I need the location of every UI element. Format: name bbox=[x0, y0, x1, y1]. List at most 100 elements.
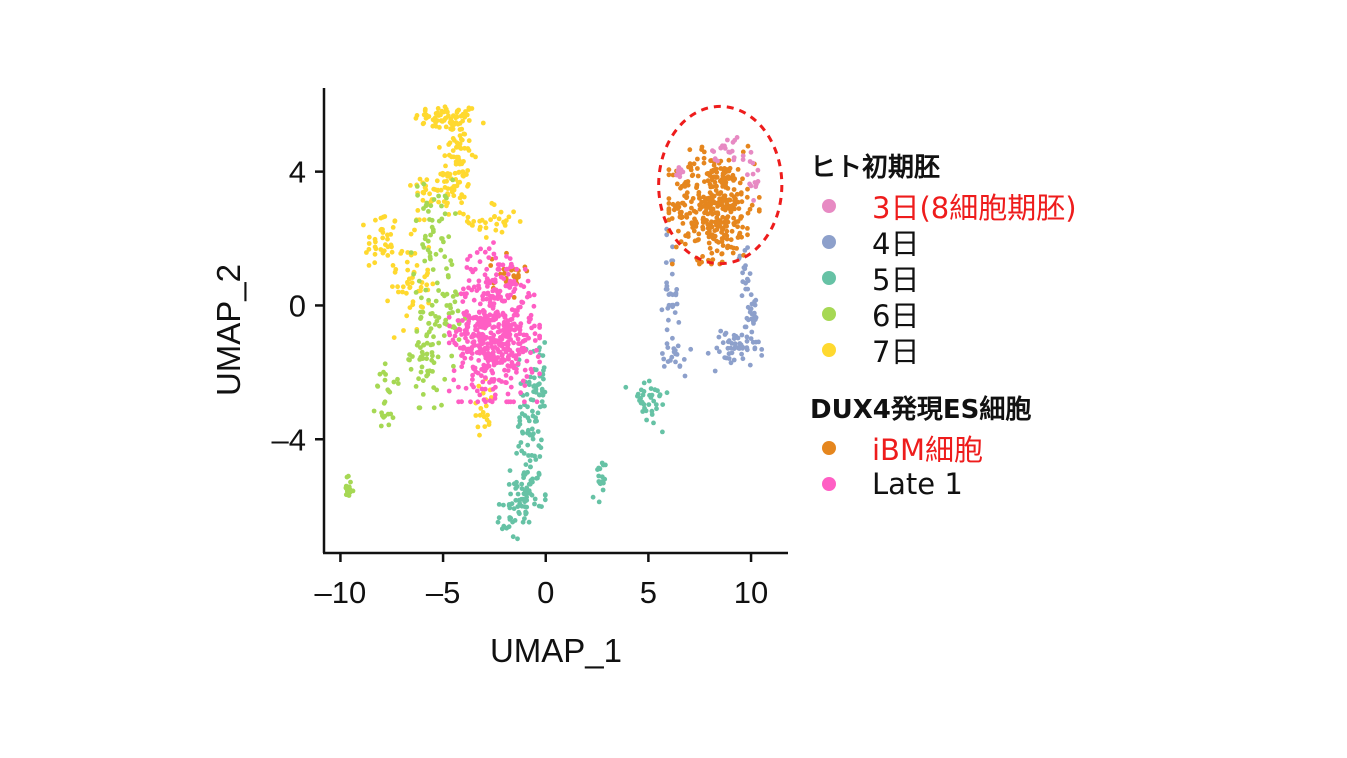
scatter-point bbox=[666, 196, 672, 202]
scatter-point bbox=[522, 367, 528, 373]
scatter-point bbox=[505, 271, 511, 277]
scatter-point bbox=[714, 345, 720, 351]
scatter-point bbox=[450, 136, 456, 141]
scatter-point bbox=[418, 304, 424, 309]
scatter-point bbox=[669, 354, 675, 360]
scatter-point bbox=[414, 329, 420, 334]
scatter-point bbox=[442, 193, 448, 199]
scatter-point bbox=[421, 120, 427, 126]
scatter-point bbox=[431, 405, 437, 411]
scatter-point bbox=[712, 368, 718, 374]
scatter-point bbox=[451, 184, 457, 189]
scatter-point bbox=[438, 112, 443, 118]
scatter-point bbox=[718, 328, 724, 334]
scatter-point bbox=[496, 313, 501, 319]
scatter-point bbox=[532, 501, 537, 507]
scatter-point bbox=[492, 214, 497, 219]
scatter-point bbox=[435, 354, 441, 360]
scatter-point bbox=[490, 386, 496, 392]
scatter-point bbox=[445, 186, 451, 192]
scatter-point bbox=[449, 353, 455, 359]
scatter-point bbox=[491, 240, 496, 246]
scatter-point bbox=[752, 346, 758, 352]
scatter-point bbox=[417, 176, 423, 182]
scatter-point bbox=[477, 350, 483, 356]
scatter-point bbox=[464, 349, 470, 355]
scatter-point bbox=[744, 334, 750, 340]
scatter-point bbox=[439, 203, 444, 209]
scatter-point bbox=[450, 294, 456, 299]
scatter-point bbox=[373, 217, 378, 223]
scatter-point bbox=[521, 475, 526, 481]
scatter-point bbox=[433, 111, 439, 116]
scatter-point bbox=[705, 230, 710, 236]
scatter-point bbox=[526, 481, 532, 487]
scatter-point bbox=[533, 367, 539, 373]
scatter-point bbox=[390, 263, 396, 268]
scatter-point bbox=[695, 166, 700, 171]
scatter-point bbox=[740, 224, 745, 230]
scatter-point bbox=[507, 285, 513, 290]
scatter-point bbox=[511, 340, 516, 346]
scatter-point bbox=[731, 194, 737, 200]
x-axis-ticks: –10 –5 0 5 10 bbox=[315, 553, 768, 610]
scatter-point bbox=[478, 406, 484, 411]
scatter-point bbox=[480, 297, 486, 302]
scatter-point bbox=[513, 333, 519, 338]
scatter-point bbox=[518, 440, 524, 445]
scatter-point bbox=[467, 253, 473, 259]
scatter-point bbox=[451, 122, 457, 127]
scatter-point bbox=[666, 292, 672, 297]
scatter-point bbox=[725, 339, 731, 345]
scatter-point bbox=[745, 186, 750, 192]
scatter-point bbox=[472, 266, 478, 272]
scatter-point bbox=[441, 333, 447, 338]
scatter-point bbox=[697, 195, 703, 201]
scatter-point bbox=[710, 206, 716, 212]
scatter-point bbox=[412, 251, 418, 256]
scatter-point bbox=[690, 196, 696, 201]
scatter-point bbox=[749, 311, 755, 317]
scatter-point bbox=[475, 321, 480, 327]
scatter-point bbox=[730, 250, 736, 256]
scatter-point bbox=[470, 377, 475, 382]
scatter-point bbox=[385, 244, 391, 250]
scatter-point bbox=[383, 372, 388, 377]
scatter-point bbox=[481, 397, 487, 403]
legend-dot-day6 bbox=[822, 307, 836, 321]
scatter-point bbox=[725, 137, 730, 143]
scatter-point bbox=[665, 345, 671, 350]
scatter-point bbox=[486, 363, 492, 369]
scatter-point bbox=[748, 336, 754, 341]
scatter-point bbox=[480, 333, 486, 339]
scatter-point bbox=[714, 238, 720, 244]
scatter-point bbox=[442, 211, 448, 217]
scatter-point bbox=[600, 487, 606, 493]
scatter-point bbox=[532, 323, 537, 329]
scatter-point bbox=[455, 144, 461, 150]
scatter-point bbox=[529, 369, 535, 375]
scatter-point bbox=[530, 413, 536, 419]
scatter-point bbox=[482, 272, 488, 278]
scatter-point bbox=[372, 260, 378, 266]
scatter-point bbox=[500, 298, 506, 304]
scatter-point bbox=[731, 215, 736, 221]
scatter-point bbox=[664, 341, 670, 347]
scatter-point bbox=[442, 376, 448, 382]
scatter-point bbox=[637, 398, 642, 403]
scatter-point bbox=[430, 281, 436, 287]
scatter-point bbox=[390, 284, 395, 289]
scatter-point bbox=[431, 229, 436, 235]
scatter-point bbox=[469, 106, 475, 111]
scatter-point bbox=[709, 219, 714, 225]
scatter-point bbox=[465, 339, 470, 344]
scatter-point bbox=[471, 219, 477, 224]
scatter-point bbox=[497, 349, 503, 355]
legend-label-day6: 6日 bbox=[872, 299, 920, 333]
scatter-point bbox=[443, 124, 449, 130]
scatter-point bbox=[456, 337, 462, 342]
scatter-point bbox=[488, 336, 494, 342]
scatter-point bbox=[715, 158, 720, 164]
scatter-point bbox=[731, 155, 737, 161]
scatter-point bbox=[527, 458, 533, 464]
